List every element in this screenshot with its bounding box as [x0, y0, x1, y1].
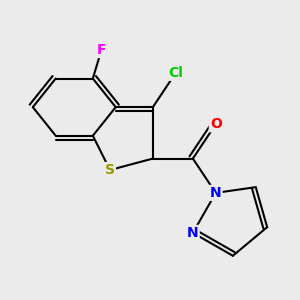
Text: N: N — [187, 226, 199, 240]
Text: Cl: Cl — [168, 66, 183, 80]
Text: N: N — [210, 186, 221, 200]
Text: O: O — [210, 117, 222, 131]
Text: F: F — [97, 43, 106, 57]
Text: S: S — [105, 163, 115, 177]
